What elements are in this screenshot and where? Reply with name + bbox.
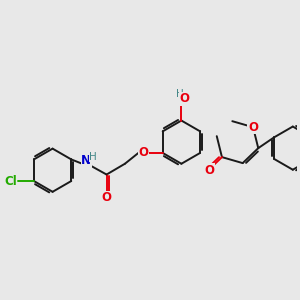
Text: O: O — [138, 146, 148, 159]
Text: H: H — [89, 152, 97, 162]
Text: O: O — [248, 121, 258, 134]
Text: N: N — [81, 154, 91, 167]
Text: H: H — [176, 89, 183, 99]
Text: O: O — [204, 164, 214, 177]
Text: O: O — [102, 191, 112, 204]
Text: O: O — [179, 92, 189, 106]
Text: Cl: Cl — [4, 175, 17, 188]
